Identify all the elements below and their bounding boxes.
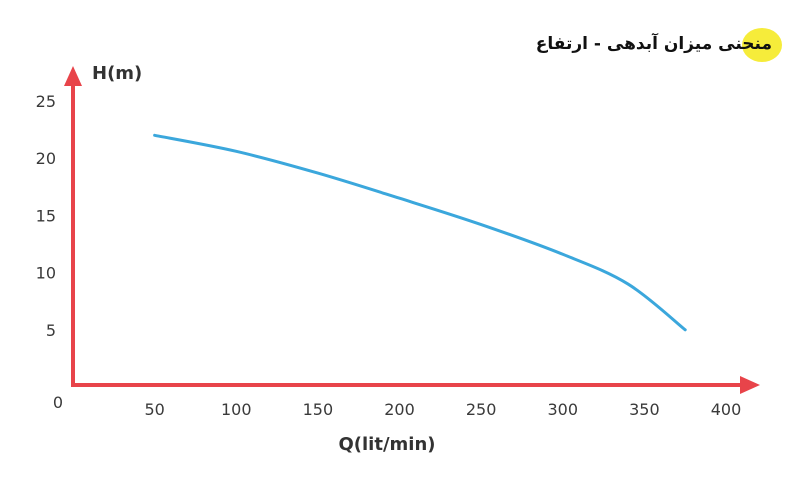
x-tick-label: 50 <box>144 400 164 419</box>
y-axis-label: H(m) <box>92 63 142 84</box>
y-tick-label: 5 <box>46 321 56 340</box>
origin-label: 0 <box>53 393 63 412</box>
y-tick-label: 10 <box>36 264 56 283</box>
chart-title: منحنی میزان آبدهی - ارتفاع <box>535 34 772 54</box>
title-highlight <box>742 28 782 62</box>
x-tick-label: 200 <box>384 400 415 419</box>
series-line <box>153 133 687 332</box>
y-ticks: 5 10 15 20 25 <box>36 92 56 340</box>
x-tick-label: 100 <box>221 400 252 419</box>
y-tick-label: 25 <box>36 92 56 111</box>
x-tick-label: 350 <box>629 400 660 419</box>
x-tick-label: 400 <box>711 400 742 419</box>
x-tick-label: 300 <box>547 400 578 419</box>
axes <box>64 66 760 394</box>
series-group <box>153 133 687 332</box>
y-tick-label: 20 <box>36 149 56 168</box>
x-tick-label: 250 <box>466 400 497 419</box>
y-axis-arrow <box>64 66 82 86</box>
y-tick-label: 15 <box>36 206 56 225</box>
x-axis-arrow <box>740 376 760 394</box>
x-ticks: 50 100 150 200 250 300 350 400 <box>144 400 741 419</box>
chart-title-wrap: منحنی میزان آبدهی - ارتفاع <box>535 28 782 62</box>
x-tick-label: 150 <box>303 400 334 419</box>
x-axis-label: Q(lit/min) <box>338 434 435 455</box>
